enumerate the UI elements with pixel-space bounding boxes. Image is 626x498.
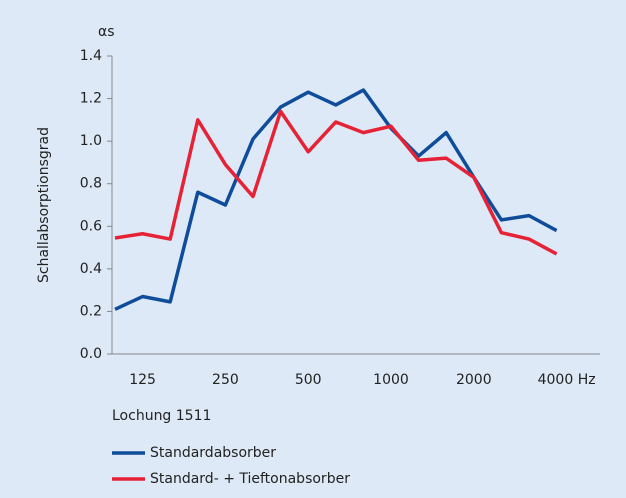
legend-label: Standard- + Tieftonabsorber [150, 471, 350, 487]
x-tick-label: 125 [129, 372, 156, 388]
data-line [114, 109, 558, 256]
y-tick-label: 1.2 [80, 91, 102, 107]
y-unit: αs [98, 24, 115, 40]
legend-label: Standardabsorber [150, 445, 276, 461]
y-tick-label: 0.8 [80, 176, 102, 192]
y-axis-label: Schallabsorptionsgrad [36, 127, 52, 283]
y-tick-label: 0.6 [80, 218, 102, 234]
x-tick-label: 2000 [456, 372, 492, 388]
x-tick-label: 250 [212, 372, 239, 388]
legend-title: Lochung 1511 [112, 408, 211, 424]
y-tick-label: 1.0 [80, 133, 102, 149]
y-tick-label: 1.4 [80, 48, 102, 64]
x-tick-label: 4000 Hz [538, 372, 596, 388]
x-tick-label: 1000 [373, 372, 409, 388]
data-line [114, 88, 558, 311]
y-tick-label: 0.2 [80, 303, 102, 319]
x-tick-label: 500 [295, 372, 322, 388]
y-tick-label: 0.4 [80, 261, 102, 277]
y-tick-label: 0.0 [80, 346, 102, 362]
